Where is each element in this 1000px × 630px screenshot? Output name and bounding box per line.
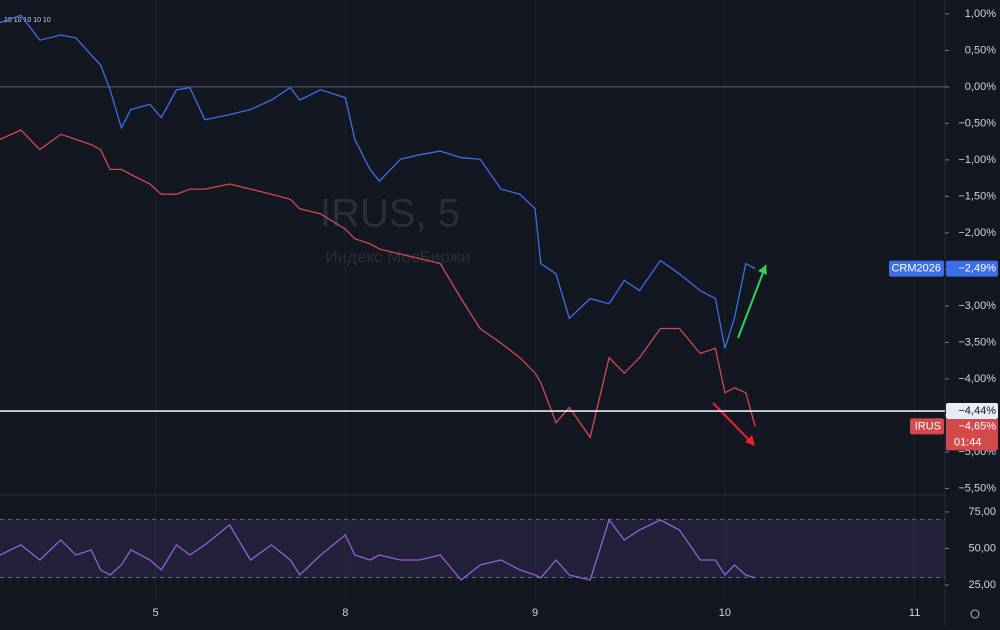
last-value-label: −4,65% <box>958 420 996 432</box>
up-arrow-head <box>758 265 767 275</box>
settings-icon[interactable] <box>970 609 980 619</box>
x-tick-label: 5 <box>153 607 159 619</box>
y-tick-label: −1,00% <box>958 154 996 166</box>
hline-tag <box>946 403 998 420</box>
y-tick-label: 0,00% <box>965 81 996 93</box>
y-tick-label: −3,50% <box>958 336 996 348</box>
last-value-tag <box>946 260 998 277</box>
x-tick-label: 8 <box>342 607 348 619</box>
down-arrow <box>712 402 753 444</box>
y-tick-label: −0,50% <box>958 117 996 129</box>
x-tick-label: 10 <box>719 607 731 619</box>
up-arrow <box>737 264 767 339</box>
x-tick-label: 11 <box>909 607 920 619</box>
watermark-subtitle: Индекс МосБиржи <box>325 247 470 266</box>
y-tick-label: 50,00 <box>968 542 996 554</box>
series-line <box>0 518 756 581</box>
y-tick-label: −2,00% <box>958 227 996 239</box>
last-value-tag <box>946 418 998 451</box>
series-name: IRUS <box>915 420 941 432</box>
series-line <box>0 129 756 439</box>
y-tick-label: 0,50% <box>965 44 996 56</box>
series-name-tag <box>910 418 944 435</box>
last-value-label: −2,49% <box>958 263 996 275</box>
watermark: IRUS, 5 <box>320 192 460 236</box>
hline-label: −4,44% <box>958 405 996 417</box>
y-tick-label: −5,50% <box>958 482 996 494</box>
y-tick-label: 1,00% <box>965 8 996 20</box>
y-tick-label: −4,00% <box>958 373 996 385</box>
series-line <box>0 14 756 349</box>
y-tick-label: 25,00 <box>968 579 996 591</box>
x-tick-label: 9 <box>532 607 538 619</box>
y-tick-label: 75,00 <box>968 506 996 518</box>
countdown: 01:44 <box>954 436 982 448</box>
rsi-band <box>0 519 945 578</box>
down-arrow-head <box>745 435 755 446</box>
series-name: CRM2026 <box>891 263 941 275</box>
top-note: 10 10 10 10 10 <box>4 17 51 24</box>
series-name-tag <box>889 260 944 277</box>
y-tick-label: −1,50% <box>958 190 996 202</box>
y-tick-label: −3,00% <box>958 300 996 312</box>
